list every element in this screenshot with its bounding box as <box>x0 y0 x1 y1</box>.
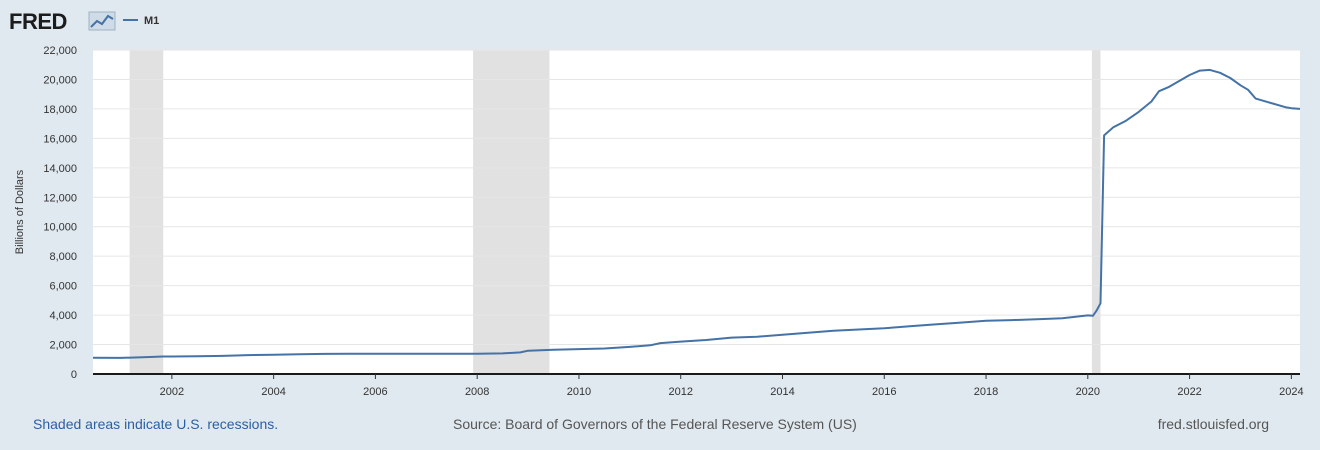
chart-line-icon <box>88 11 116 31</box>
recession-note: Shaded areas indicate U.S. recessions. <box>33 416 279 432</box>
x-tick-label: 2006 <box>363 386 387 398</box>
x-tick-label: 2012 <box>668 386 692 398</box>
recession-band-2 <box>473 50 550 374</box>
series-line-m1[interactable] <box>92 68 1301 359</box>
x-tick-label: 2002 <box>160 386 184 398</box>
y-tick-label: 6,000 <box>49 281 77 293</box>
x-tick-label: 2020 <box>1076 386 1100 398</box>
x-tick-label: 2022 <box>1177 386 1201 398</box>
plot-background <box>93 50 1300 374</box>
y-tick-label: 18,000 <box>43 104 77 116</box>
series-layer <box>92 68 1301 359</box>
y-tick-label: 12,000 <box>43 192 77 204</box>
y-tick-label: 20,000 <box>43 74 77 86</box>
y-tick-label: 2,000 <box>49 340 77 352</box>
y-tick-label: 16,000 <box>43 133 77 145</box>
recession-band-1 <box>129 50 164 374</box>
brand-name: FRED <box>9 9 67 34</box>
chart-area: FRED M1 0 2,000 4,000 6,000 8,000 10,000 12,00… <box>9 9 1304 398</box>
recession-shading <box>129 50 1101 374</box>
y-tick-label: 4,000 <box>49 310 77 322</box>
y-tick-label: 22,000 <box>43 45 77 57</box>
recession-band-3 <box>1091 50 1101 374</box>
source-credit: Source: Board of Governors of the Federa… <box>453 416 857 432</box>
x-tick-label: 2016 <box>872 386 896 398</box>
y-tick-label: 8,000 <box>49 251 77 263</box>
x-tick-label: 2018 <box>974 386 998 398</box>
x-tick-label: 2008 <box>465 386 489 398</box>
fred-logo[interactable]: FRED <box>9 9 116 34</box>
y-axis-title: Billions of Dollars <box>14 169 26 254</box>
x-tick-label: 2010 <box>567 386 591 398</box>
fred-site-link[interactable]: fred.stlouisfed.org <box>1157 416 1269 432</box>
y-tick-label: 0 <box>71 369 77 381</box>
x-axis-ticks: 2002 2004 2006 2008 2010 2012 2014 2016 2018 2020… <box>160 374 1304 398</box>
x-tick-label: 2024 <box>1279 386 1303 398</box>
legend-label-m1: M1 <box>144 15 159 27</box>
y-tick-label: 10,000 <box>43 222 77 234</box>
gridlines <box>93 49 1300 346</box>
legend: M1 <box>123 15 159 27</box>
y-tick-label: 14,000 <box>43 163 77 175</box>
y-axis-ticks: 0 2,000 4,000 6,000 8,000 10,000 12,000 14,000 1… <box>43 45 77 381</box>
x-tick-label: 2014 <box>770 386 794 398</box>
x-tick-label: 2004 <box>261 386 285 398</box>
